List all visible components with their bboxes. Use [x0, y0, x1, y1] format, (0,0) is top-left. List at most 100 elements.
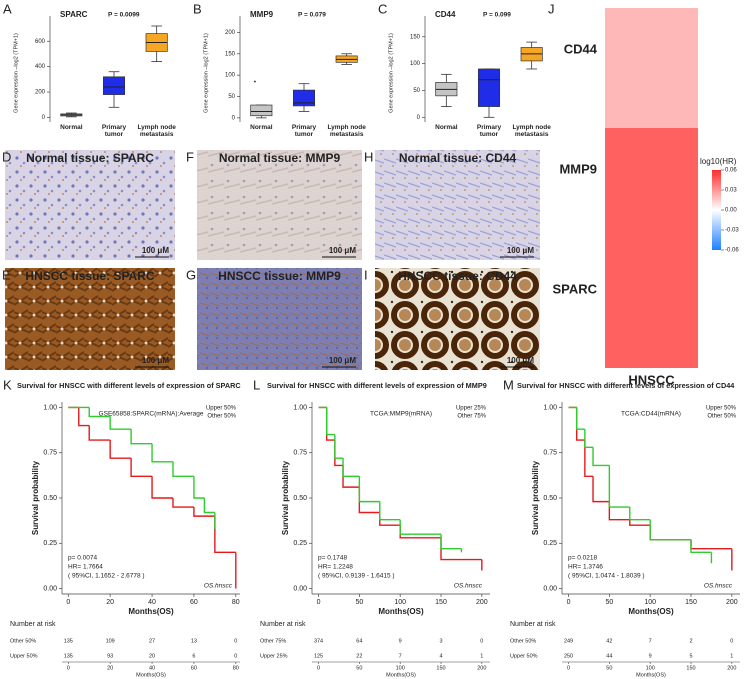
- y-tick-label: 1.00: [43, 404, 57, 411]
- survival-step: [193, 476, 205, 499]
- survival-step: [358, 487, 380, 514]
- x-tick-label: 80: [232, 599, 240, 606]
- risk-count: 42: [606, 638, 612, 644]
- risk-x-axis-label: Months(OS): [136, 672, 166, 678]
- y-tick-label: 0: [232, 115, 236, 121]
- risk-x-tick-label: 100: [396, 665, 405, 671]
- risk-title: Number at risk: [260, 621, 306, 628]
- risk-x-tick-label: 200: [727, 665, 736, 671]
- ihc-image: [197, 268, 362, 370]
- risk-count: 9: [399, 638, 402, 644]
- survival-step: [592, 447, 610, 467]
- y-axis-label: Survival probability: [281, 460, 290, 535]
- y-tick-label: 0: [417, 115, 421, 121]
- y-tick-label: 0.75: [543, 450, 557, 457]
- panel-letter: I: [364, 267, 368, 282]
- box-title: SPARC: [60, 10, 88, 19]
- category-label-box: Primary tumor: [291, 124, 317, 138]
- survival-step: [649, 525, 692, 541]
- y-tick-label: 0.75: [293, 450, 307, 457]
- risk-x-tick-label: 0: [67, 665, 70, 671]
- legend-entry: Other 50%: [207, 414, 236, 420]
- survival-step: [690, 539, 732, 550]
- scale-bar-label: 100 μM: [142, 246, 169, 255]
- survival-step: [172, 498, 194, 508]
- risk-x-axis-label: Months(OS): [386, 672, 416, 678]
- colorbar-tick-label: -0.03: [725, 228, 739, 234]
- panel-letter: B: [193, 1, 202, 16]
- image-caption: HNSCC tissue: SPARC: [25, 269, 154, 283]
- scale-bar-label: 100 μM: [329, 356, 356, 365]
- image-caption: Normal tissue: SPARC: [26, 151, 154, 165]
- panel-letter: M: [503, 377, 514, 392]
- x-tick-label: 0: [317, 599, 321, 606]
- risk-count: 135: [64, 638, 73, 644]
- y-tick-label: 50: [413, 88, 420, 94]
- ihc-image: [375, 268, 540, 370]
- box: [250, 104, 273, 117]
- risk-count: 374: [314, 638, 323, 644]
- p-value: P = 0.099: [483, 12, 511, 19]
- survival-step: [608, 465, 630, 508]
- panel-letter: H: [364, 149, 373, 164]
- x-tick-label: 100: [394, 599, 406, 606]
- y-tick-label: 150: [225, 51, 236, 57]
- risk-x-tick-label: 150: [436, 665, 445, 671]
- x-tick-label: Primary tumor: [101, 124, 127, 138]
- risk-count: 125: [314, 653, 323, 659]
- panel-letter: C: [378, 1, 387, 16]
- outlier: [254, 80, 256, 83]
- risk-title: Number at risk: [10, 621, 56, 628]
- y-tick-label: 400: [35, 64, 46, 70]
- cohort-annotation: TCGA:CD44(mRNA): [621, 411, 681, 418]
- risk-x-tick-label: 150: [686, 665, 695, 671]
- risk-count: 1: [730, 653, 733, 659]
- survival-step: [109, 416, 132, 430]
- x-tick-label: 0: [66, 599, 70, 606]
- survival-step: [130, 458, 153, 477]
- risk-row-label: Upper 50%: [10, 653, 38, 659]
- survival-step: [584, 429, 594, 448]
- survival-step: [608, 501, 630, 521]
- panel-letter: F: [186, 149, 194, 164]
- endpoint-label: OS.hnscc: [204, 583, 233, 590]
- colorbar-tick-label: 0.06: [725, 168, 737, 174]
- survival-step: [203, 498, 215, 514]
- risk-row-label: Upper 25%: [260, 653, 288, 659]
- risk-count: 135: [64, 653, 73, 659]
- colorbar-title: log10(HR): [700, 157, 737, 166]
- survival-step: [109, 440, 132, 459]
- y-axis-label: Survival probability: [531, 460, 540, 535]
- risk-count: 20: [149, 653, 155, 659]
- risk-x-tick-label: 100: [646, 665, 655, 671]
- risk-x-tick-label: 20: [107, 665, 113, 671]
- ihc-image: [375, 150, 540, 260]
- y-axis-label: Gene expression –log2 (TPM+1): [388, 33, 394, 113]
- panel-letter: D: [2, 149, 11, 164]
- heatmap-cell: [605, 248, 698, 368]
- x-tick-label: 200: [476, 599, 488, 606]
- heatmap-cell: [605, 8, 698, 128]
- risk-count: 250: [564, 653, 573, 659]
- survival-step: [214, 516, 236, 554]
- category-label-box: Lymph node metastasis: [327, 124, 365, 138]
- cohort-annotation: TCGA:MMP9(mRNA): [370, 411, 432, 418]
- y-tick-label: 0.50: [293, 495, 307, 502]
- survival-step: [151, 443, 173, 463]
- risk-x-tick-label: 40: [149, 665, 155, 671]
- x-tick-label: Primary tumor: [291, 124, 317, 138]
- x-tick-label: 100: [644, 599, 656, 606]
- x-tick-label: Normal: [435, 124, 458, 131]
- colorbar-tick-label: -0.06: [725, 248, 739, 254]
- x-tick-label: Lymph node metastasis: [137, 124, 176, 138]
- y-tick-label: 0.25: [293, 540, 307, 547]
- x-tick-label: 60: [190, 599, 198, 606]
- y-tick-label: 50: [228, 94, 235, 100]
- colorbar: [712, 170, 721, 250]
- x-axis-label: Months(OS): [378, 607, 424, 616]
- risk-x-tick-label: 50: [356, 665, 362, 671]
- ihc-image: [5, 150, 175, 260]
- survival-step: [334, 434, 344, 459]
- risk-count: 27: [149, 638, 155, 644]
- x-tick-label: Normal: [60, 124, 83, 131]
